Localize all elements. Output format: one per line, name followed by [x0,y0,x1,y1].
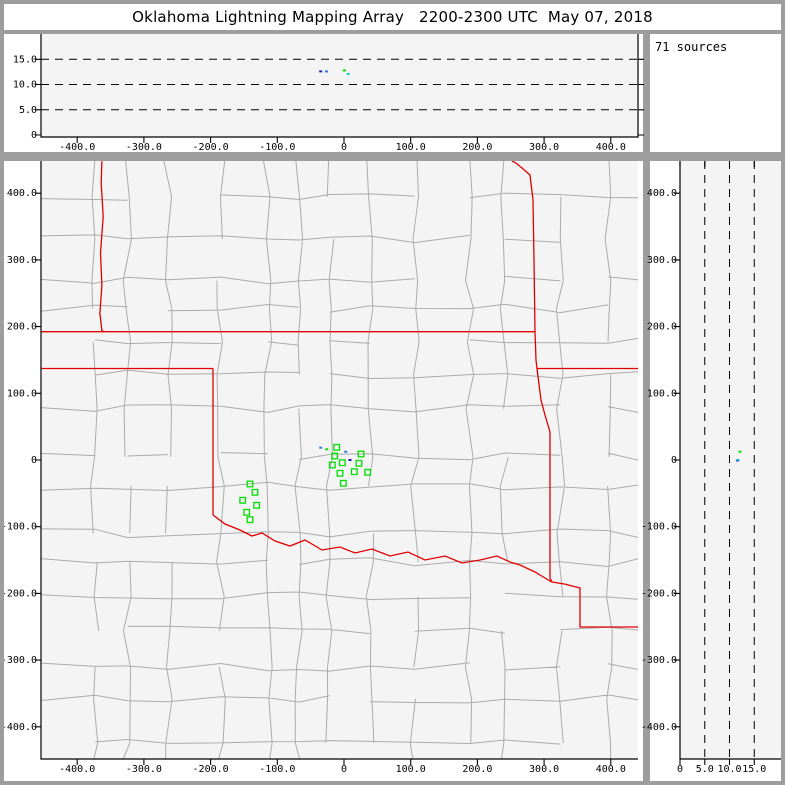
divider-vertical [643,30,650,781]
ns-tick-label-right: 0 [671,455,677,466]
ew-tick-label-top: 200.0 [462,142,492,153]
ew-tick-label-top: -400.0 [59,142,95,153]
lightning-source-dot [325,448,329,451]
alt-ns-source-dot [738,450,742,453]
alt-ew-source-dot [319,70,323,73]
ew-tick-label-top: 100.0 [396,142,426,153]
ns-tick-label-main: 200.0 [7,322,37,333]
ns-tick-label-right: -400.0 [641,722,677,733]
ns-tick-label-main: -400.0 [1,722,37,733]
lightning-source-dot [348,459,352,461]
ns-tick-label-right: 400.0 [647,188,677,199]
lightning-source-square [243,508,251,516]
alt-ew-panel-bg[interactable] [41,34,638,137]
lightning-source-square [357,450,365,458]
county-boundaries [41,161,638,759]
alt-ew-source-dot [343,69,346,72]
ns-tick-label-main: 0 [31,455,37,466]
lightning-source-dot [319,446,323,449]
ew-tick-label-main: -100.0 [259,764,295,775]
lightning-source-square [355,459,363,467]
missouri-arkansas-border [511,161,553,583]
divider-mid [4,152,781,161]
ew-tick-label-main: 0 [341,764,347,775]
ns-tick-label-right: 200.0 [647,322,677,333]
ew-tick-label-main: 300.0 [529,764,559,775]
lightning-source-square [328,461,336,469]
ns-tick-label-main: 300.0 [7,255,37,266]
divider-under-title [4,30,781,34]
lightning-source-square [336,469,344,477]
ns-tick-label-right: -300.0 [641,655,677,666]
ns-tick-label-main: -200.0 [1,588,37,599]
lightning-source-square [253,501,261,509]
title-bar: Oklahoma Lightning Mapping Array 2200-23… [4,4,781,30]
ew-tick-label-top: -200.0 [193,142,229,153]
alt-tick-label-top: 0 [31,130,37,141]
lightning-source-square [333,443,341,451]
ns-tick-label-right: -100.0 [641,522,677,533]
lightning-source-square [350,468,358,476]
ew-tick-label-top: 300.0 [529,142,559,153]
alt-ns-source-dot [735,459,739,462]
co-ks-border [99,161,105,333]
lightning-source-dot [344,450,348,453]
ew-tick-label-main: 100.0 [396,764,426,775]
lightning-source-square [246,516,254,524]
alt-tick-label-top: 15.0 [13,54,37,65]
alt-tick-label-right: 15.0 [742,764,766,775]
alt-ns-panel-bg[interactable] [680,161,781,759]
tx-ar-la-border [551,581,638,628]
ew-tick-label-top: -100.0 [259,142,295,153]
ns-tick-label-right: 100.0 [647,388,677,399]
ns-tick-label-right: 300.0 [647,255,677,266]
ew-tick-label-main: -400.0 [59,764,95,775]
ew-tick-label-top: 0 [341,142,347,153]
ns-tick-label-main: 400.0 [7,188,37,199]
lightning-source-square [331,452,339,460]
alt-tick-label-top: 5.0 [19,105,37,116]
alt-ew-axes-spine [40,34,639,138]
ns-tick-label-right: -200.0 [641,588,677,599]
ns-tick-label-main: -300.0 [1,655,37,666]
lightning-source-square [239,496,247,504]
alt-ew-source-dot [346,72,350,75]
ns-tick-label-main: 100.0 [7,388,37,399]
lightning-source-square [364,468,372,476]
lightning-source-square [338,459,346,467]
sources-panel: 71 sources [650,34,781,152]
ns-tick-label-main: -100.0 [1,522,37,533]
lightning-source-square [246,480,254,488]
map-axes-spine [40,161,638,760]
ew-tick-label-main: 200.0 [462,764,492,775]
page-title: Oklahoma Lightning Mapping Array 2200-23… [132,8,653,26]
lightning-source-square [339,479,347,487]
sources-count-label: 71 sources [655,40,728,54]
ew-tick-label-main: -300.0 [126,764,162,775]
ew-tick-label-top: -300.0 [126,142,162,153]
ew-tick-label-main: -200.0 [193,764,229,775]
ew-tick-label-main: 400.0 [596,764,626,775]
alt-tick-label-right: 5.0 [696,764,714,775]
ew-tick-label-top: 400.0 [596,142,626,153]
red-river-border [212,514,553,583]
tick-marks [35,58,755,765]
lightning-source-square [251,488,259,496]
alt-tick-label-right: 10.0 [717,764,741,775]
alt-tick-label-right: 0 [677,764,683,775]
alt-tick-label-top: 10.0 [13,80,37,91]
alt-ew-source-dot [325,70,328,73]
